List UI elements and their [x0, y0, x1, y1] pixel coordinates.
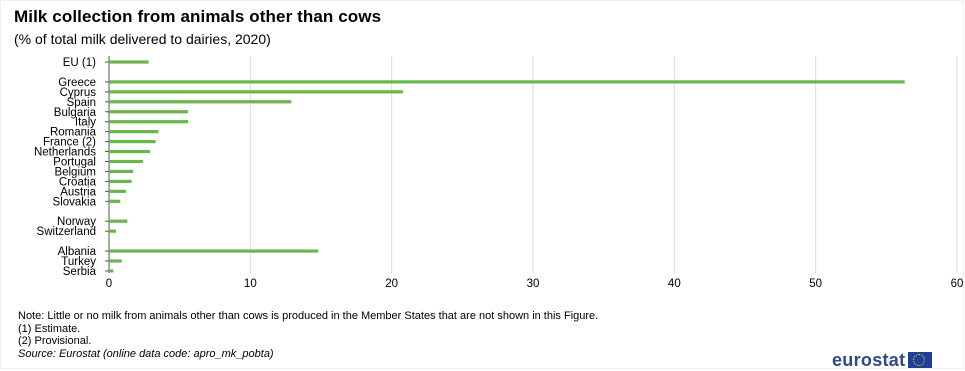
category-label-italy: Italy	[75, 117, 96, 129]
bar-eu-1-	[109, 60, 149, 64]
category-label-serbia: Serbia	[63, 266, 97, 278]
note-estimate: (1) Estimate.	[18, 322, 81, 335]
bar-austria	[109, 189, 126, 193]
x-tick-label-20: 20	[385, 278, 398, 290]
category-label-portugal: Portugal	[53, 157, 96, 169]
bar-bulgaria	[109, 110, 189, 114]
note-provisional: (2) Provisional.	[18, 335, 92, 347]
category-label-bulgaria: Bulgaria	[54, 107, 97, 119]
bar-netherlands	[109, 149, 150, 154]
chart-subtitle: (% of total milk delivered to dairies, 2…	[14, 31, 271, 47]
notes-block: Note: Little or no milk from animals oth…	[18, 310, 808, 360]
bar-greece	[109, 80, 905, 84]
x-tick-label-0: 0	[106, 278, 112, 290]
chart-title: Milk collection from animals other than …	[14, 7, 382, 26]
bar-turkey	[109, 259, 122, 263]
bar-albania	[109, 249, 319, 253]
bar-chart: 0 10 20 30 40 50 60 EU (1) GreeceCyprusSpainBulg…	[34, 56, 964, 290]
x-tick-label-10: 10	[244, 278, 257, 290]
bar-croatia	[109, 179, 132, 183]
category-label-france-2-: France (2)	[43, 137, 96, 149]
bar-italy	[109, 120, 189, 124]
bar-spain	[109, 100, 292, 104]
x-tick-label-50: 50	[809, 278, 822, 290]
bar-romania	[109, 130, 159, 134]
category-label-slovakia: Slovakia	[53, 196, 97, 208]
bar-portugal	[109, 159, 143, 164]
category-label-albania: Albania	[58, 246, 97, 258]
category-label-croatia: Croatia	[59, 176, 97, 188]
category-label-austria: Austria	[60, 186, 96, 198]
x-tick-label-60: 60	[951, 278, 964, 290]
bar-france-2-	[109, 140, 156, 144]
category-label-romania: Romania	[50, 127, 97, 139]
bar-norway	[109, 219, 128, 223]
bar-serbia	[109, 269, 114, 273]
category-label-spain: Spain	[67, 97, 96, 109]
bar-slovakia	[109, 199, 121, 203]
category-label-switzerland: Switzerland	[37, 226, 96, 238]
x-tick-label-30: 30	[527, 278, 540, 290]
eurostat-logo: eurostat	[832, 349, 933, 370]
bar-switzerland	[109, 229, 117, 233]
x-tick-label-40: 40	[668, 278, 681, 290]
note-text: Note: Little or no milk from animals oth…	[18, 310, 599, 322]
bar-belgium	[109, 169, 134, 174]
category-label-norway: Norway	[57, 216, 96, 228]
category-label-netherlands: Netherlands	[34, 147, 96, 159]
eurostat-logo-text: eurostat	[832, 349, 906, 370]
category-label-belgium: Belgium	[54, 166, 96, 178]
eu-flag-icon	[908, 352, 933, 368]
category-label-cyprus: Cyprus	[60, 87, 97, 99]
category-label-eu-1-: EU (1)	[63, 57, 96, 69]
category-label-greece: Greece	[58, 77, 96, 89]
bar-cyprus	[109, 90, 403, 94]
category-label-turkey: Turkey	[61, 256, 96, 268]
source-text: Source: Eurostat (online data code: apro…	[18, 347, 274, 360]
